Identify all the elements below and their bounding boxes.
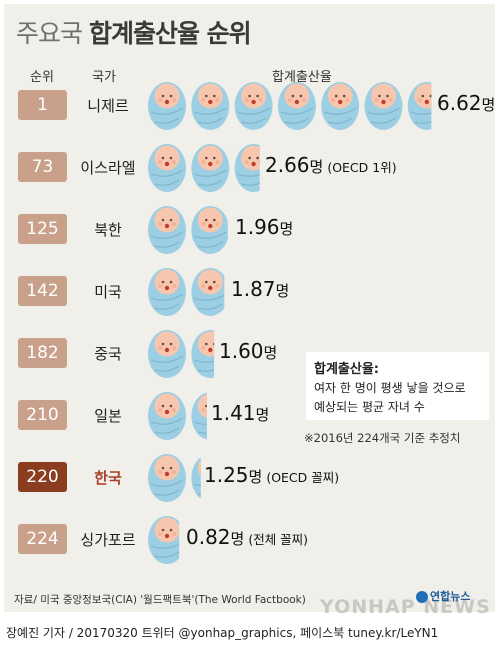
baby-icon	[191, 268, 225, 316]
country-label: 미국	[94, 282, 122, 301]
rank-badge: 220	[18, 462, 67, 492]
baby-icon	[148, 206, 186, 254]
rank-badge: 142	[18, 276, 67, 306]
rate-number: 0.82	[186, 525, 231, 549]
watermark: YONHAP NEWS	[320, 596, 491, 618]
baby-icon	[148, 392, 186, 440]
yonhap-logo: 연합뉴스	[416, 588, 470, 604]
country-label: 한국	[94, 468, 122, 487]
baby-icon	[191, 392, 207, 440]
rate-value: 1.25명 (OECD 꼴찌)	[204, 463, 339, 487]
rank-badge: 1	[18, 90, 67, 120]
header-rank: 순위	[30, 70, 54, 85]
baby-icon	[191, 82, 230, 130]
rate-value: 2.66명 (OECD 1위)	[265, 153, 397, 177]
baby-icon	[321, 82, 360, 130]
rate-number: 1.96	[235, 215, 280, 239]
rate-value: 1.96명	[235, 215, 293, 239]
rate-unit: 명	[263, 344, 278, 362]
rate-unit: 명	[309, 158, 324, 176]
rate-value: 1.87명	[231, 277, 289, 301]
baby-icon	[407, 82, 432, 130]
baby-icon	[191, 457, 201, 499]
rank-badge: 73	[18, 152, 67, 182]
rate-note: (전체 꼴찌)	[244, 532, 309, 547]
baby-icon	[191, 206, 228, 254]
header-rate: 합계출산율	[272, 70, 332, 85]
header-country: 국가	[92, 70, 116, 85]
baby-icon	[148, 330, 186, 378]
rate-note: (OECD 꼴찌)	[262, 470, 340, 485]
country-label: 니제르	[87, 96, 129, 115]
country-label: 북한	[94, 220, 122, 239]
definition-line2: 예상되는 평균 자녀 수	[314, 400, 425, 414]
definition-title: 합계출산율:	[314, 362, 379, 377]
rate-number: 1.87	[231, 277, 276, 301]
rate-number: 1.60	[219, 339, 264, 363]
baby-icon	[148, 144, 186, 192]
rate-note: (OECD 1위)	[323, 160, 397, 175]
rate-value: 0.82명 (전체 꼴찌)	[186, 525, 308, 549]
rate-unit: 명	[279, 220, 294, 238]
rank-badge: 210	[18, 400, 67, 430]
title-light: 주요국	[16, 19, 83, 48]
baby-icon	[234, 82, 273, 130]
rate-unit: 명	[481, 96, 496, 114]
baby-icon	[148, 454, 186, 502]
rate-value: 1.60명	[219, 339, 277, 363]
rate-value: 1.41명	[211, 401, 269, 425]
rate-value: 6.62명	[437, 91, 495, 115]
logo-text: 연합뉴스	[430, 590, 471, 603]
country-label: 중국	[94, 344, 122, 363]
baby-icon	[364, 82, 403, 130]
rate-number: 1.25	[204, 463, 249, 487]
rank-badge: 125	[18, 214, 67, 244]
rate-unit: 명	[248, 468, 263, 486]
footnote: ※2016년 224개국 기준 추정치	[304, 431, 461, 445]
credit-line: 장예진 기자 / 20170320 트위터 @yonhap_graphics, …	[6, 626, 439, 640]
baby-icon	[277, 82, 316, 130]
rate-number: 1.41	[211, 401, 256, 425]
country-label: 일본	[94, 406, 122, 425]
source-note: 자료/ 미국 중앙정보국(CIA) '월드팩트북'(The World Fact…	[14, 594, 306, 606]
rate-number: 6.62	[437, 91, 482, 115]
yonhap-logo-icon	[416, 591, 428, 603]
country-label: 싱가포르	[80, 530, 136, 549]
title-bold: 합계출산율 순위	[88, 19, 252, 48]
baby-icon	[191, 144, 230, 192]
rank-badge: 182	[18, 338, 67, 368]
definition-line1: 여자 한 명이 평생 낳을 것으로	[314, 381, 466, 395]
country-label: 이스라엘	[80, 158, 136, 177]
rate-unit: 명	[255, 406, 270, 424]
rank-badge: 224	[18, 524, 67, 554]
baby-icon	[234, 144, 260, 192]
rate-unit: 명	[275, 282, 290, 300]
baby-icon	[148, 82, 186, 130]
page-title: 주요국 합계출산율 순위	[16, 14, 252, 50]
rate-unit: 명	[230, 530, 245, 548]
baby-icon	[191, 330, 215, 378]
baby-icon	[148, 516, 180, 564]
baby-icon	[148, 268, 186, 316]
definition-box: 합계출산율: 여자 한 명이 평생 낳을 것으로 예상되는 평균 자녀 수	[306, 352, 489, 420]
rate-number: 2.66	[265, 153, 310, 177]
